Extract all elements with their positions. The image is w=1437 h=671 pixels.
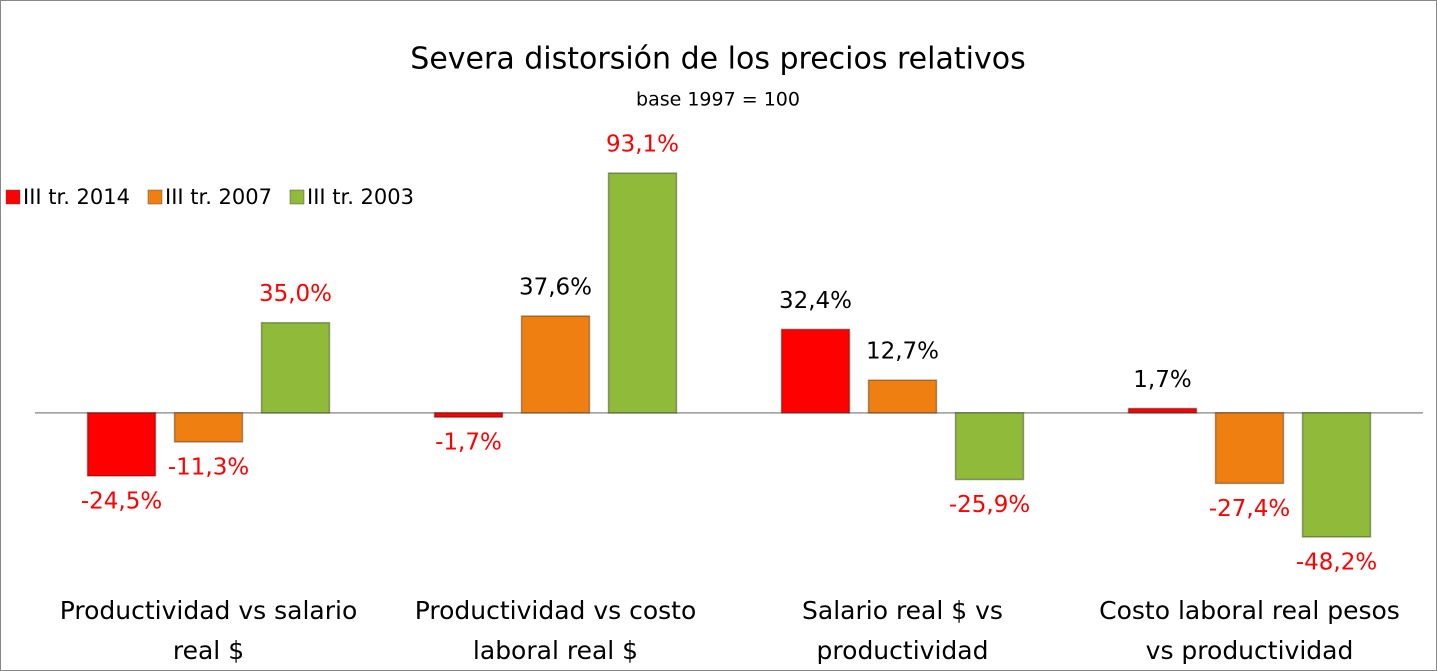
legend-swatch	[5, 189, 21, 205]
x-tick-label: Productividad vs salario	[60, 596, 358, 625]
bar	[607, 172, 678, 414]
data-label: 32,4%	[779, 288, 852, 314]
bar	[1301, 412, 1372, 538]
x-tick-label: vs productividad	[1146, 636, 1354, 665]
bar	[260, 321, 331, 414]
x-tick-label: Productividad vs costo	[415, 596, 697, 625]
data-label: 12,7%	[866, 339, 939, 365]
data-label: -27,4%	[1209, 496, 1290, 522]
data-label: 35,0%	[259, 281, 332, 307]
bar	[780, 328, 851, 414]
chart-title: Severa distorsión de los precios relativ…	[410, 42, 1025, 77]
data-label: 93,1%	[606, 132, 679, 158]
bar	[954, 412, 1025, 481]
bar	[867, 379, 938, 414]
legend-label: III tr. 2007	[165, 185, 272, 209]
bar	[1127, 407, 1198, 414]
x-tick-label: real $	[173, 636, 244, 665]
data-label: 1,7%	[1133, 367, 1191, 393]
bar	[520, 315, 591, 414]
x-tick-label: Costo laboral real pesos	[1099, 596, 1400, 625]
data-label: 37,6%	[519, 274, 592, 300]
bar	[173, 412, 244, 443]
data-label: -25,9%	[949, 492, 1030, 518]
legend-label: III tr. 2014	[23, 185, 130, 209]
legend-swatch	[147, 189, 163, 205]
data-label: -1,7%	[435, 430, 502, 456]
data-label: -11,3%	[168, 454, 249, 480]
bar	[86, 412, 157, 477]
data-label: -24,5%	[81, 488, 162, 514]
bar	[433, 412, 504, 418]
chart-subtitle: base 1997 = 100	[636, 89, 800, 111]
x-tick-label: Salario real $ vs	[802, 596, 1003, 625]
bar	[1214, 412, 1285, 485]
legend-swatch	[289, 189, 305, 205]
x-tick-label: laboral real $	[473, 636, 638, 665]
legend-label: III tr. 2003	[307, 185, 414, 209]
x-tick-label: productividad	[817, 636, 989, 665]
data-label: -48,2%	[1296, 550, 1377, 576]
